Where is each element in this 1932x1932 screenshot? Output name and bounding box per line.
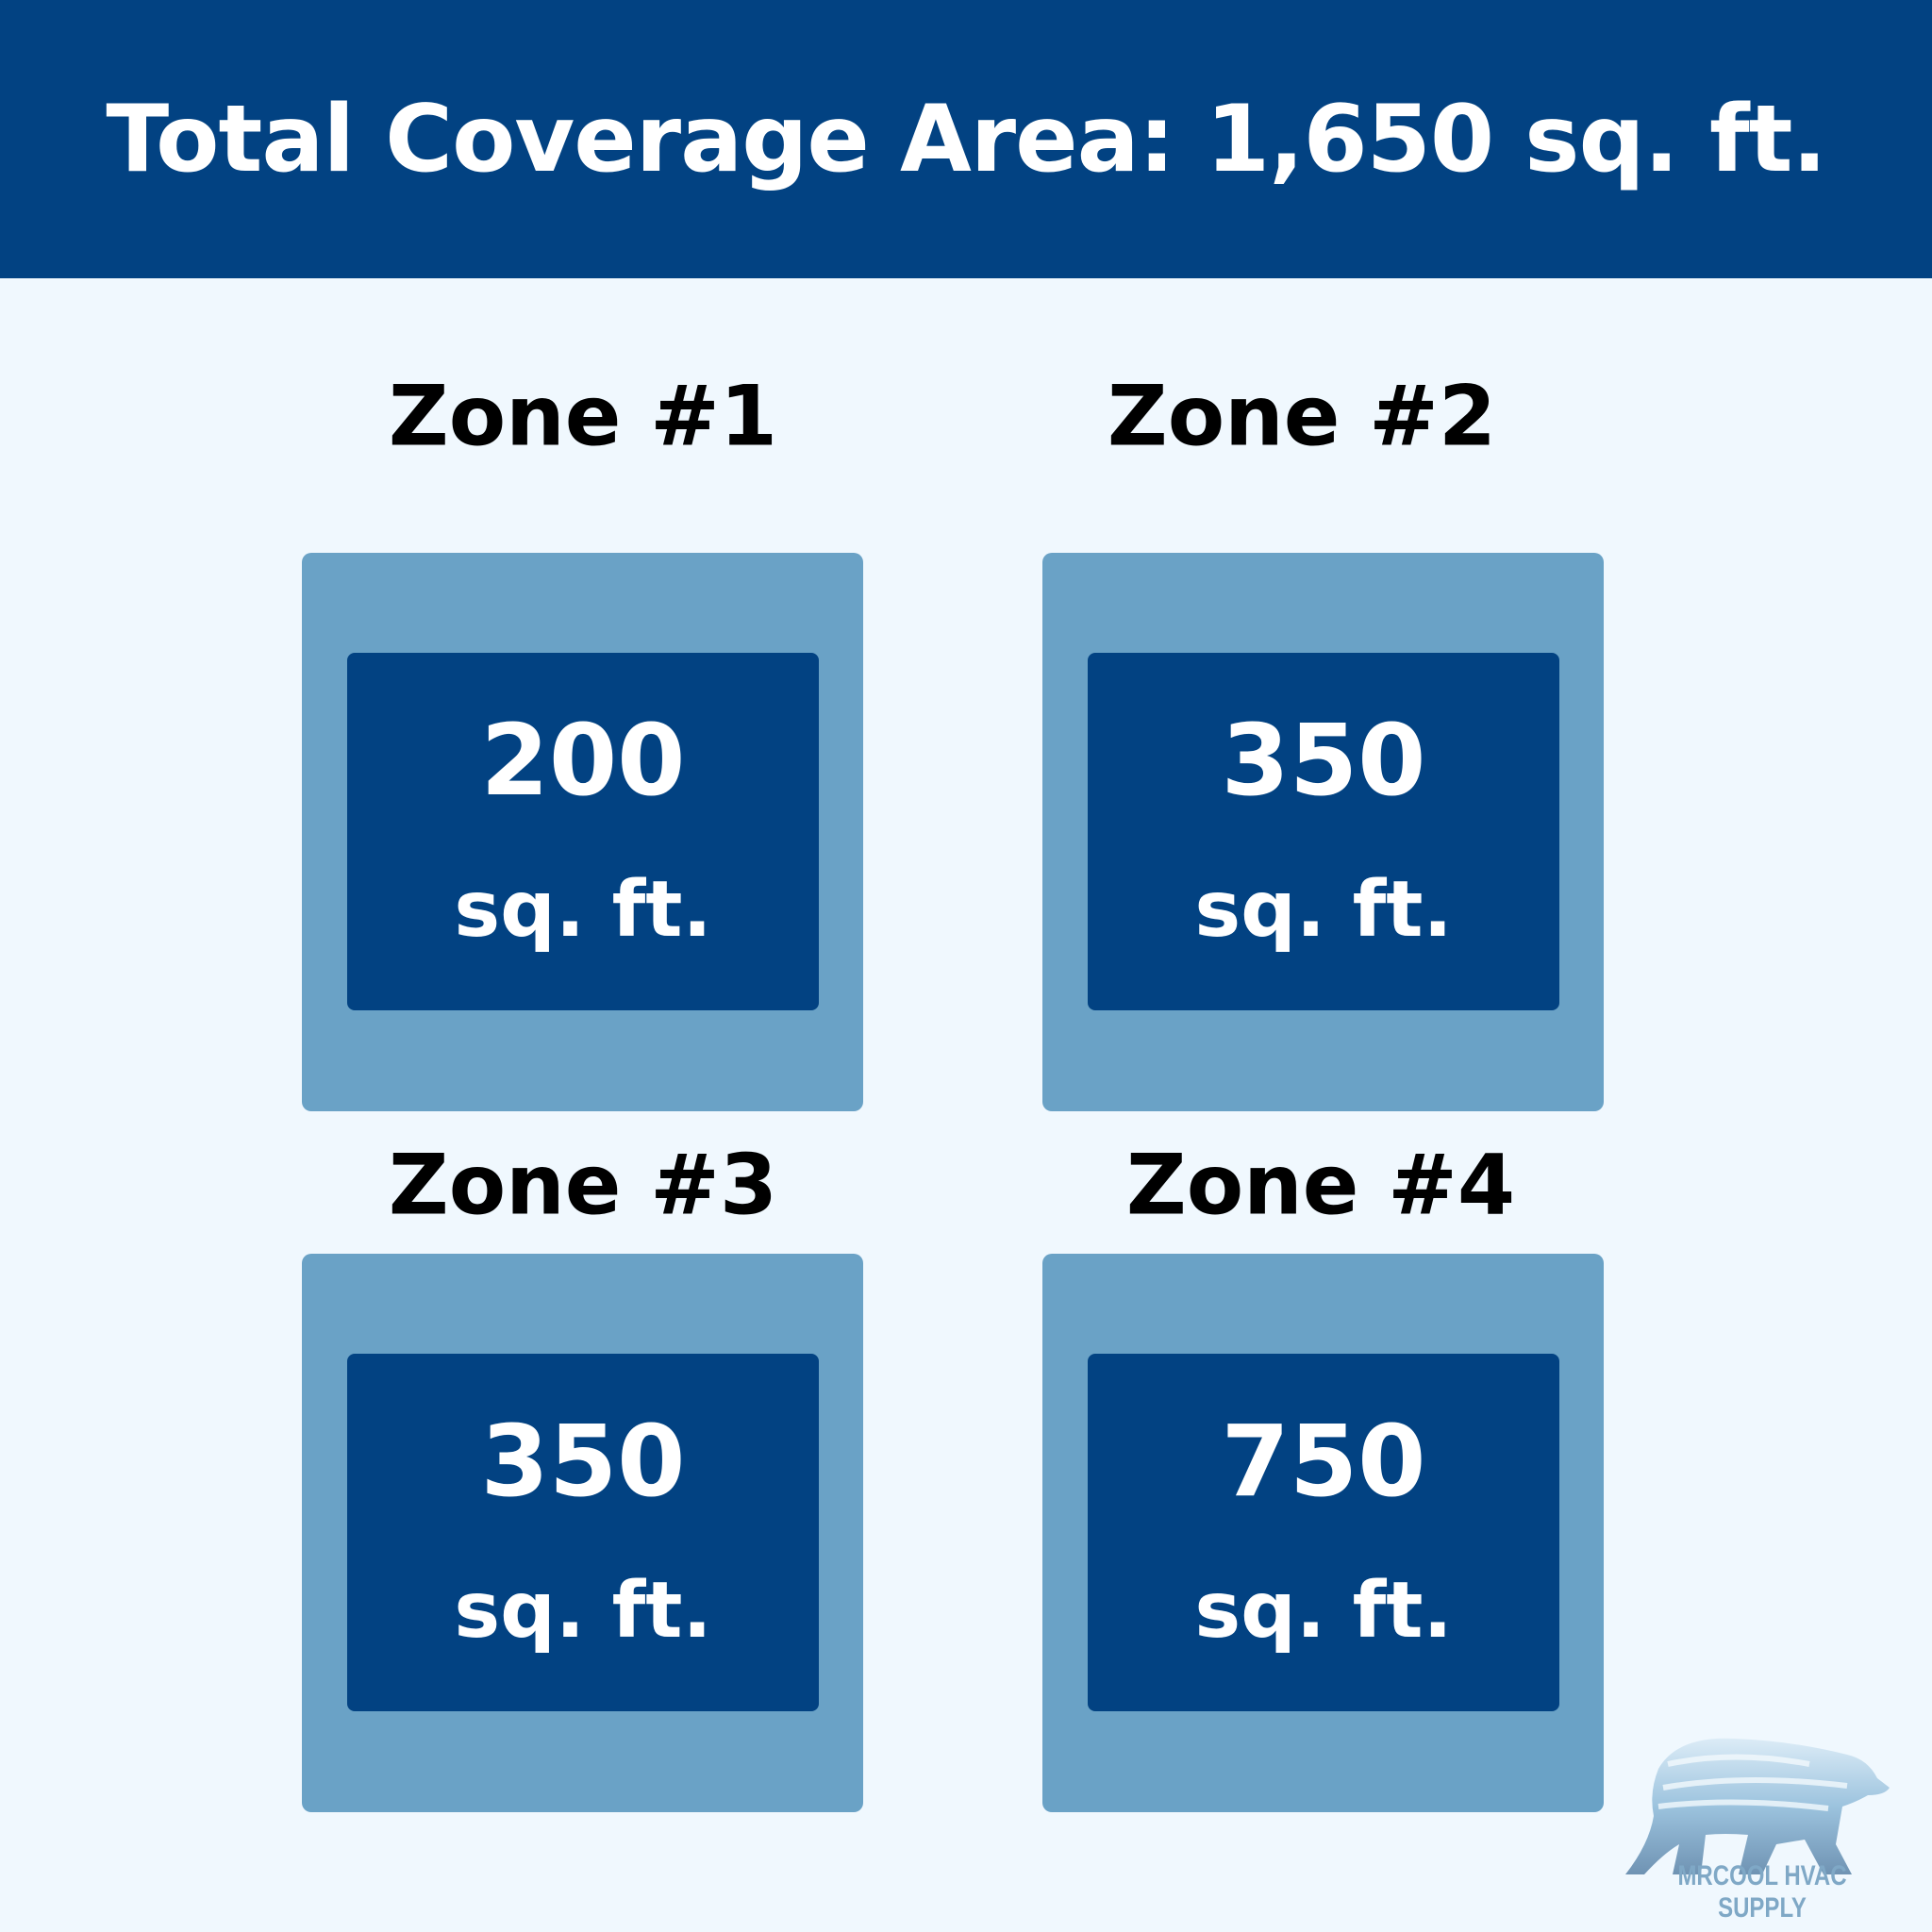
zone-1-card: 200 sq. ft.	[302, 553, 863, 1111]
zone-4-card: 750 sq. ft.	[1042, 1254, 1604, 1812]
page-title: Total Coverage Area: 1,650 sq. ft.	[106, 85, 1826, 193]
zone-4-unit: sq. ft.	[1194, 1566, 1453, 1656]
zone-1-unit: sq. ft.	[454, 865, 712, 955]
zone-3-area: 350	[480, 1404, 686, 1519]
header-banner: Total Coverage Area: 1,650 sq. ft.	[0, 0, 1932, 278]
zone-3-label: Zone #3	[388, 1136, 778, 1234]
zone-3-card: 350 sq. ft.	[302, 1254, 863, 1812]
zone-2-area: 350	[1221, 703, 1426, 818]
zone-4-value-box: 750 sq. ft.	[1088, 1354, 1559, 1711]
zone-2-label: Zone #2	[1107, 367, 1497, 465]
zone-3-unit: sq. ft.	[454, 1566, 712, 1656]
polar-bear-icon	[1625, 1738, 1890, 1874]
zone-2-card: 350 sq. ft.	[1042, 553, 1604, 1111]
zone-4-label: Zone #4	[1125, 1136, 1516, 1234]
zone-1-value-box: 200 sq. ft.	[347, 653, 819, 1010]
brand-name: MRCOOL HVAC SUPPLY	[1677, 1860, 1847, 1924]
zone-4-area: 750	[1221, 1404, 1426, 1519]
zone-1-area: 200	[480, 703, 686, 818]
zone-3-value-box: 350 sq. ft.	[347, 1354, 819, 1711]
brand-logo: MRCOOL HVAC SUPPLY	[1621, 1712, 1904, 1924]
zone-1-label: Zone #1	[388, 367, 778, 465]
zone-2-unit: sq. ft.	[1194, 865, 1453, 955]
zone-2-value-box: 350 sq. ft.	[1088, 653, 1559, 1010]
